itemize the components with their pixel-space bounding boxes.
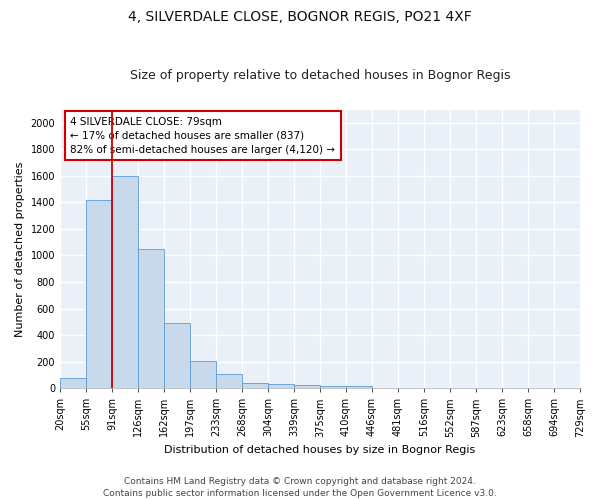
Title: Size of property relative to detached houses in Bognor Regis: Size of property relative to detached ho… xyxy=(130,69,510,82)
Bar xyxy=(60,378,86,388)
Y-axis label: Number of detached properties: Number of detached properties xyxy=(15,161,25,336)
Bar xyxy=(112,176,138,388)
Bar xyxy=(86,200,112,388)
Bar xyxy=(268,384,294,388)
X-axis label: Distribution of detached houses by size in Bognor Regis: Distribution of detached houses by size … xyxy=(164,445,476,455)
Text: 4 SILVERDALE CLOSE: 79sqm
← 17% of detached houses are smaller (837)
82% of semi: 4 SILVERDALE CLOSE: 79sqm ← 17% of detac… xyxy=(70,116,335,154)
Bar xyxy=(138,249,164,388)
Bar xyxy=(190,361,216,388)
Bar xyxy=(164,323,190,388)
Bar xyxy=(294,385,320,388)
Text: Contains HM Land Registry data © Crown copyright and database right 2024.
Contai: Contains HM Land Registry data © Crown c… xyxy=(103,476,497,498)
Bar xyxy=(320,386,346,388)
Bar xyxy=(216,374,242,388)
Bar xyxy=(346,386,372,388)
Text: 4, SILVERDALE CLOSE, BOGNOR REGIS, PO21 4XF: 4, SILVERDALE CLOSE, BOGNOR REGIS, PO21 … xyxy=(128,10,472,24)
Bar xyxy=(242,382,268,388)
